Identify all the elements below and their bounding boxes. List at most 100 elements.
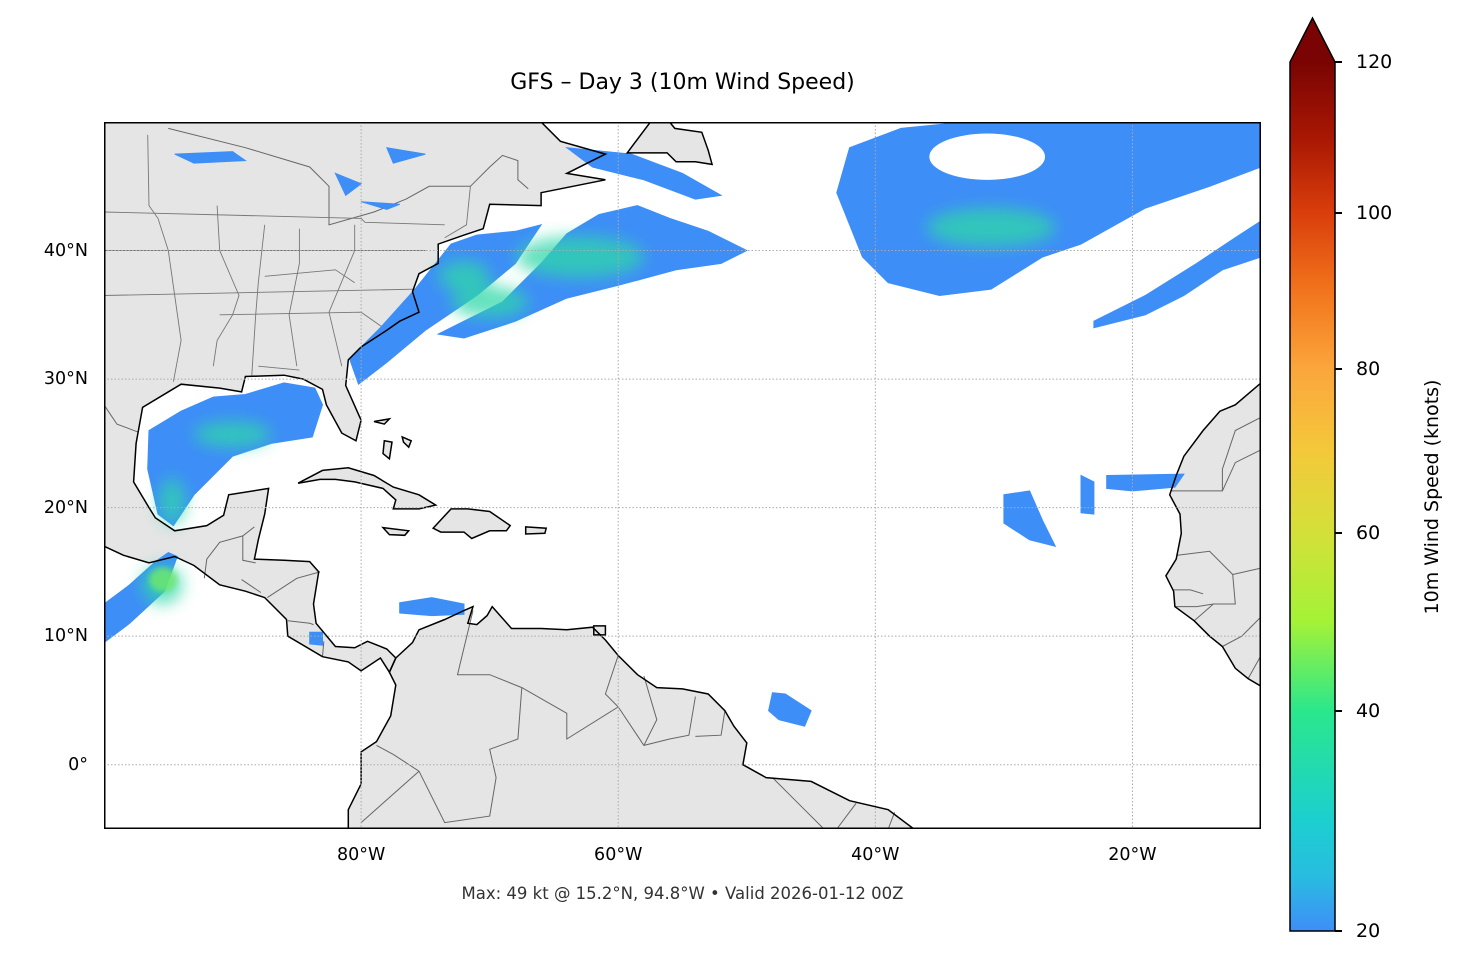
land-hispaniola <box>433 508 511 539</box>
wind-speed-region <box>1080 474 1095 515</box>
wind-speed-region <box>768 692 812 727</box>
colorbar-label: 10m Wind Speed (knots) <box>1421 379 1443 615</box>
wind-speed-region <box>1106 473 1185 492</box>
wind-core <box>515 236 644 278</box>
colorbar-tick-label: 40 <box>1356 700 1381 722</box>
coastline-trinidad <box>593 625 607 636</box>
calm-area <box>929 133 1046 180</box>
wind-core <box>451 286 529 318</box>
coastline-grand-bahama <box>373 417 392 425</box>
lon-tick-label: 20°W <box>1108 845 1157 865</box>
land-north-america <box>104 122 606 673</box>
country-border <box>521 655 619 740</box>
country-border <box>1174 550 1236 608</box>
country-border <box>242 535 256 564</box>
lat-tick-label: 0° <box>68 754 88 775</box>
colorbar-tick <box>1335 368 1342 370</box>
country-border <box>695 710 726 737</box>
state-border <box>212 205 240 367</box>
country-border <box>241 579 262 593</box>
wind-max <box>149 567 178 592</box>
lat-tick-label: 10°N <box>43 626 88 647</box>
lat-tick-label: 20°N <box>43 497 88 518</box>
colorbar-tick <box>1335 930 1342 932</box>
colorbar-tick-label: 20 <box>1356 920 1381 942</box>
wind-speed-map <box>104 122 1261 829</box>
lon-tick-label: 40°W <box>851 845 900 865</box>
colorbar-tick <box>1335 61 1342 63</box>
country-border <box>203 526 255 579</box>
wind-speed-region <box>399 597 465 617</box>
wind-speed-region <box>565 147 723 200</box>
lon-tick-label: 60°W <box>594 845 643 865</box>
state-border <box>288 228 300 367</box>
colorbar-tick-label: 80 <box>1356 358 1381 380</box>
colorbar-tick <box>1335 212 1342 214</box>
coastline-africa <box>1165 381 1261 688</box>
state-border <box>328 224 356 367</box>
country-border <box>1221 449 1261 492</box>
state-border <box>251 224 266 376</box>
wind-speed-region <box>385 147 426 164</box>
country-border <box>772 777 825 829</box>
coastline-north-america <box>104 122 608 674</box>
wind-speed-region <box>1003 490 1057 547</box>
wind-core <box>926 208 1056 247</box>
state-border <box>444 186 471 239</box>
wind-speed-region <box>147 382 324 527</box>
colorbar-tick-label: 60 <box>1356 522 1381 544</box>
wind-speed-region <box>360 201 400 210</box>
wind-speed-region <box>1093 220 1261 329</box>
country-border <box>887 812 896 829</box>
land-south-america <box>348 606 914 829</box>
coastline-puerto-rico <box>524 526 548 535</box>
country-border <box>1247 655 1261 679</box>
country-border <box>1173 589 1204 595</box>
country-border <box>322 641 325 657</box>
state-border <box>258 365 300 371</box>
state-border <box>264 269 355 284</box>
country-border <box>617 696 696 746</box>
country-border <box>1232 567 1261 575</box>
map-title: GFS – Day 3 (10m Wind Speed) <box>510 70 855 95</box>
country-border <box>287 620 314 626</box>
land-jamaica <box>383 527 409 536</box>
coastline-eleuthera <box>401 435 413 449</box>
colorbar-outline <box>1289 16 1336 932</box>
colorbar-scale <box>1290 62 1335 931</box>
coastline-jamaica <box>381 526 411 537</box>
coastline-andros-bahamas <box>382 439 393 461</box>
state-border <box>104 288 420 296</box>
colorbar-tick-label: 120 <box>1356 51 1393 73</box>
country-border <box>1171 416 1261 492</box>
country-border <box>168 127 529 226</box>
land-trinidad <box>593 625 606 635</box>
coastline-cuba <box>297 467 438 510</box>
country-border <box>360 770 420 823</box>
wind-speed-region <box>174 151 247 164</box>
colorbar <box>1289 16 1336 932</box>
land-cuba <box>298 467 436 509</box>
country-border <box>1193 603 1214 622</box>
land-puerto-rico <box>525 526 547 534</box>
country-border <box>643 675 658 746</box>
country-border <box>376 610 523 824</box>
map-frame <box>104 122 1261 829</box>
state-border <box>104 211 445 226</box>
wind-speed-region <box>309 631 323 646</box>
land-africa <box>1165 382 1261 687</box>
map-footer: Max: 49 kt @ 15.2°N, 94.8°W • Valid 2026… <box>461 884 904 903</box>
wind-core <box>193 421 272 448</box>
lat-tick-label: 40°N <box>43 240 88 261</box>
wind-core <box>438 260 490 292</box>
lon-tick-label: 80°W <box>336 845 386 865</box>
colorbar-tick-label: 100 <box>1356 202 1393 224</box>
lat-tick-label: 30°N <box>43 369 88 390</box>
wind-speed-region <box>334 172 363 197</box>
coastline-newfoundland <box>625 122 714 166</box>
colorbar-tick <box>1335 532 1342 534</box>
country-border <box>267 571 321 599</box>
country-border <box>836 802 857 829</box>
colorbar-tick <box>1335 710 1342 712</box>
wind-core <box>159 478 185 525</box>
